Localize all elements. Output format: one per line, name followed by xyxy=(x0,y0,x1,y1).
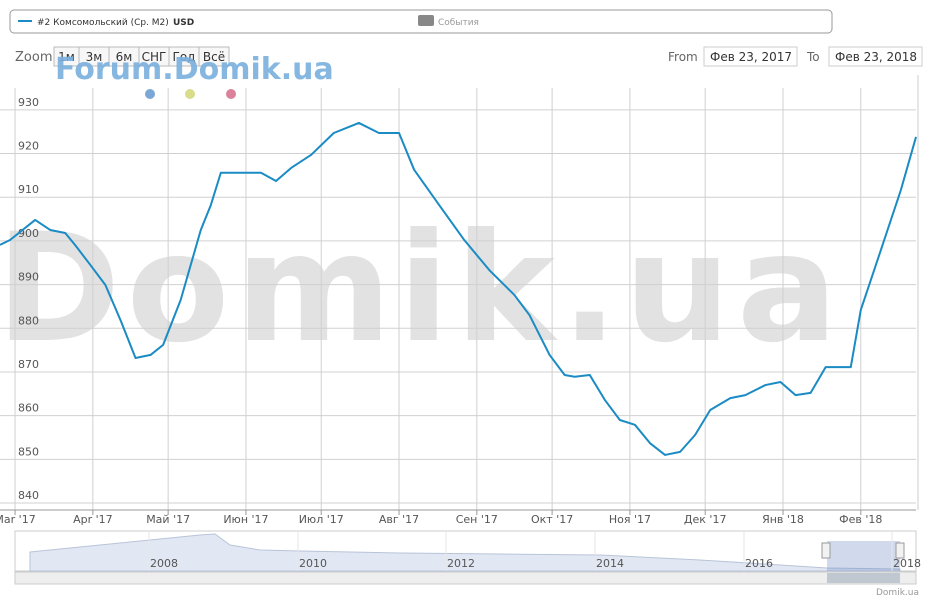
y-tick-label: 890 xyxy=(18,271,39,284)
zoom-button-label[interactable]: 1м xyxy=(58,50,75,64)
y-tick-label: 920 xyxy=(18,140,39,153)
y-tick-label: 840 xyxy=(18,489,39,502)
x-tick-label: Авг '17 xyxy=(379,513,419,526)
navigator-year: 2010 xyxy=(299,557,327,570)
scrollbar[interactable] xyxy=(14,571,917,585)
x-tick-label: Сен '17 xyxy=(456,513,498,526)
to-label: To xyxy=(806,50,820,64)
navigator-year: 2008 xyxy=(150,557,178,570)
zoom-label: Zoom xyxy=(15,50,52,65)
dot xyxy=(226,89,236,99)
navigator-year: 2012 xyxy=(447,557,475,570)
y-tick-label: 900 xyxy=(18,227,39,240)
zoom-button-label[interactable]: 3м xyxy=(86,50,103,64)
events-swatch xyxy=(418,15,434,26)
x-tick-label: Apr '17 xyxy=(73,513,113,526)
y-tick-label: 870 xyxy=(18,358,39,371)
x-tick-label: Ноя '17 xyxy=(609,513,651,526)
to-input[interactable] xyxy=(828,46,923,67)
credits[interactable]: Domik.ua xyxy=(876,588,919,598)
y-tick-label: 910 xyxy=(18,183,39,196)
navigator-year: 2014 xyxy=(596,557,624,570)
x-tick-label: Mar '17 xyxy=(0,513,36,526)
dot xyxy=(185,89,195,99)
x-tick-label: Май '17 xyxy=(146,513,190,526)
navigator-handle[interactable] xyxy=(895,542,905,559)
zoom-button-label[interactable]: Всё xyxy=(203,50,225,64)
from-date[interactable]: Фев 23, 2017 xyxy=(710,50,792,64)
to-date[interactable]: Фев 23, 2018 xyxy=(835,50,917,64)
x-tick-label: Фев '18 xyxy=(839,513,882,526)
x-tick-label: Июл '17 xyxy=(299,513,344,526)
zoom-button-label[interactable]: Год xyxy=(173,50,196,64)
y-tick-label: 880 xyxy=(18,314,39,327)
scrollbar-thumb[interactable] xyxy=(827,573,900,583)
watermark: Domik.ua xyxy=(0,202,844,376)
y-tick-label: 860 xyxy=(18,402,39,415)
zoom-button-label[interactable]: СНГ xyxy=(142,50,167,64)
navigator-year: 2016 xyxy=(745,557,773,570)
x-tick-label: Окт '17 xyxy=(531,513,573,526)
zoom-button[interactable] xyxy=(198,46,230,67)
x-tick-label: Июн '17 xyxy=(223,513,268,526)
from-label: From xyxy=(668,50,698,64)
forum-watermark: Forum.Domik.ua xyxy=(55,52,334,87)
legend-series[interactable]: #2 Комсомольский (Ср. М2) xyxy=(37,18,169,28)
legend-events[interactable]: События xyxy=(438,18,479,28)
dot xyxy=(145,89,155,99)
from-input[interactable] xyxy=(703,46,798,67)
y-tick-label: 850 xyxy=(18,445,39,458)
navigator-series xyxy=(29,533,901,572)
legend-unit: USD xyxy=(173,18,194,28)
x-tick-label: Дек '17 xyxy=(684,513,727,526)
y-tick-label: 930 xyxy=(18,96,39,109)
zoom-button-label[interactable]: 6м xyxy=(116,50,133,64)
navigator-mask xyxy=(827,541,900,571)
series-line xyxy=(0,121,917,456)
x-tick-label: Янв '18 xyxy=(762,513,804,526)
navigator-year: 2018 xyxy=(893,557,921,570)
navigator-handle[interactable] xyxy=(821,542,831,559)
